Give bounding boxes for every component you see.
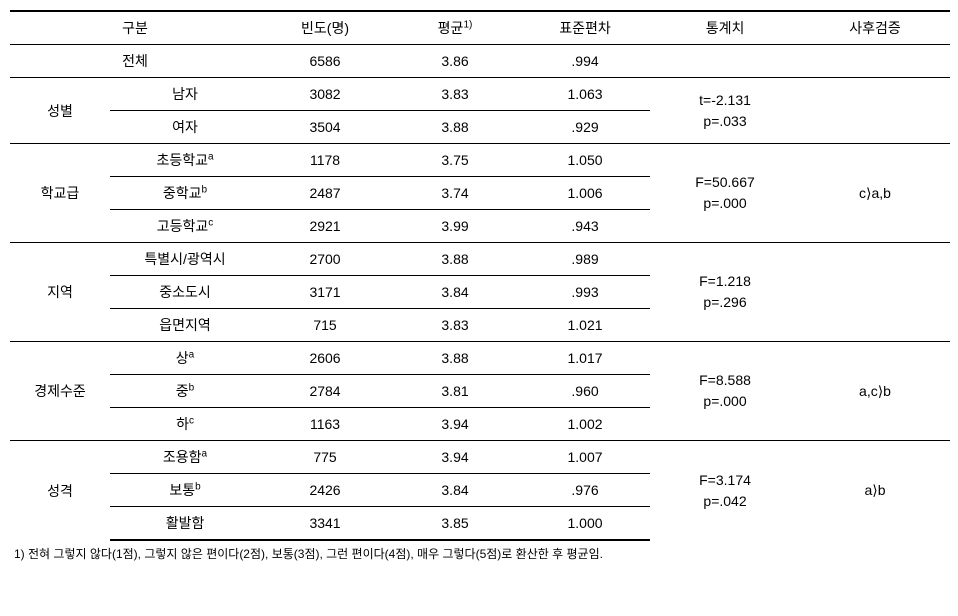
total-stat xyxy=(650,45,800,78)
group-label: 지역 xyxy=(10,243,110,342)
cell-freq: 3171 xyxy=(260,276,390,309)
cell-freq: 2426 xyxy=(260,474,390,507)
table-row: 성격조용함a7753.941.007F=3.174p=.042a⟩b xyxy=(10,441,950,474)
cell-freq: 1163 xyxy=(260,408,390,441)
group-label: 경제수준 xyxy=(10,342,110,441)
cell-mean: 3.83 xyxy=(390,78,520,111)
cell-sd: 1.063 xyxy=(520,78,650,111)
total-freq: 6586 xyxy=(260,45,390,78)
cell-sd: 1.050 xyxy=(520,144,650,177)
cell-sd: .960 xyxy=(520,375,650,408)
table-row: 학교급초등학교a11783.751.050F=50.667p=.000c⟩a,b xyxy=(10,144,950,177)
cell-mean: 3.94 xyxy=(390,408,520,441)
cell-mean: 3.84 xyxy=(390,474,520,507)
group-label: 학교급 xyxy=(10,144,110,243)
cell-posthoc xyxy=(800,243,950,342)
sub-label: 여자 xyxy=(110,111,260,144)
table-row: 성별남자30823.831.063t=-2.131p=.033 xyxy=(10,78,950,111)
total-posthoc xyxy=(800,45,950,78)
cell-freq: 775 xyxy=(260,441,390,474)
cell-freq: 3504 xyxy=(260,111,390,144)
cell-sd: .976 xyxy=(520,474,650,507)
cell-sd: 1.000 xyxy=(520,507,650,541)
cell-sd: 1.002 xyxy=(520,408,650,441)
cell-freq: 2784 xyxy=(260,375,390,408)
cell-mean: 3.74 xyxy=(390,177,520,210)
cell-posthoc: a,c⟩b xyxy=(800,342,950,441)
cell-stat: F=8.588p=.000 xyxy=(650,342,800,441)
cell-stat: F=1.218p=.296 xyxy=(650,243,800,342)
cell-sd: .989 xyxy=(520,243,650,276)
header-row: 구분 빈도(명) 평균1) 표준편차 통계치 사후검증 xyxy=(10,11,950,45)
sub-label: 조용함a xyxy=(110,441,260,474)
cell-sd: .993 xyxy=(520,276,650,309)
sub-label: 하c xyxy=(110,408,260,441)
sub-label: 중학교b xyxy=(110,177,260,210)
sub-label: 중b xyxy=(110,375,260,408)
header-posthoc: 사후검증 xyxy=(800,11,950,45)
header-mean: 평균1) xyxy=(390,11,520,45)
sub-label: 남자 xyxy=(110,78,260,111)
sub-label: 보통b xyxy=(110,474,260,507)
footnote: 1) 전혀 그렇지 않다(1점), 그렇지 않은 편이다(2점), 보통(3점)… xyxy=(10,545,948,562)
sub-label: 읍면지역 xyxy=(110,309,260,342)
cell-freq: 2921 xyxy=(260,210,390,243)
cell-freq: 2487 xyxy=(260,177,390,210)
total-label: 전체 xyxy=(10,45,260,78)
header-frequency: 빈도(명) xyxy=(260,11,390,45)
cell-freq: 3341 xyxy=(260,507,390,541)
header-sd: 표준편차 xyxy=(520,11,650,45)
sub-label: 상a xyxy=(110,342,260,375)
cell-posthoc: a⟩b xyxy=(800,441,950,541)
cell-freq: 1178 xyxy=(260,144,390,177)
table-row: 지역특별시/광역시27003.88.989F=1.218p=.296 xyxy=(10,243,950,276)
sub-label: 중소도시 xyxy=(110,276,260,309)
cell-freq: 715 xyxy=(260,309,390,342)
total-mean: 3.86 xyxy=(390,45,520,78)
cell-freq: 2700 xyxy=(260,243,390,276)
cell-mean: 3.94 xyxy=(390,441,520,474)
table-row: 경제수준상a26063.881.017F=8.588p=.000a,c⟩b xyxy=(10,342,950,375)
cell-mean: 3.99 xyxy=(390,210,520,243)
sub-label: 고등학교c xyxy=(110,210,260,243)
cell-mean: 3.88 xyxy=(390,342,520,375)
total-row: 전체65863.86.994 xyxy=(10,45,950,78)
cell-stat: F=3.174p=.042 xyxy=(650,441,800,541)
sub-label: 특별시/광역시 xyxy=(110,243,260,276)
sub-label: 초등학교a xyxy=(110,144,260,177)
cell-sd: 1.021 xyxy=(520,309,650,342)
cell-mean: 3.81 xyxy=(390,375,520,408)
cell-mean: 3.85 xyxy=(390,507,520,541)
group-label: 성별 xyxy=(10,78,110,144)
cell-sd: .929 xyxy=(520,111,650,144)
group-label: 성격 xyxy=(10,441,110,541)
cell-mean: 3.83 xyxy=(390,309,520,342)
stats-table: 구분 빈도(명) 평균1) 표준편차 통계치 사후검증 전체65863.86.9… xyxy=(10,10,950,541)
sub-label: 활발함 xyxy=(110,507,260,541)
cell-mean: 3.88 xyxy=(390,243,520,276)
cell-posthoc xyxy=(800,78,950,144)
total-sd: .994 xyxy=(520,45,650,78)
cell-freq: 2606 xyxy=(260,342,390,375)
cell-sd: 1.017 xyxy=(520,342,650,375)
cell-mean: 3.88 xyxy=(390,111,520,144)
header-category: 구분 xyxy=(10,11,260,45)
cell-freq: 3082 xyxy=(260,78,390,111)
cell-mean: 3.84 xyxy=(390,276,520,309)
cell-stat: t=-2.131p=.033 xyxy=(650,78,800,144)
cell-sd: 1.006 xyxy=(520,177,650,210)
header-stat: 통계치 xyxy=(650,11,800,45)
cell-sd: .943 xyxy=(520,210,650,243)
cell-mean: 3.75 xyxy=(390,144,520,177)
cell-sd: 1.007 xyxy=(520,441,650,474)
cell-posthoc: c⟩a,b xyxy=(800,144,950,243)
cell-stat: F=50.667p=.000 xyxy=(650,144,800,243)
